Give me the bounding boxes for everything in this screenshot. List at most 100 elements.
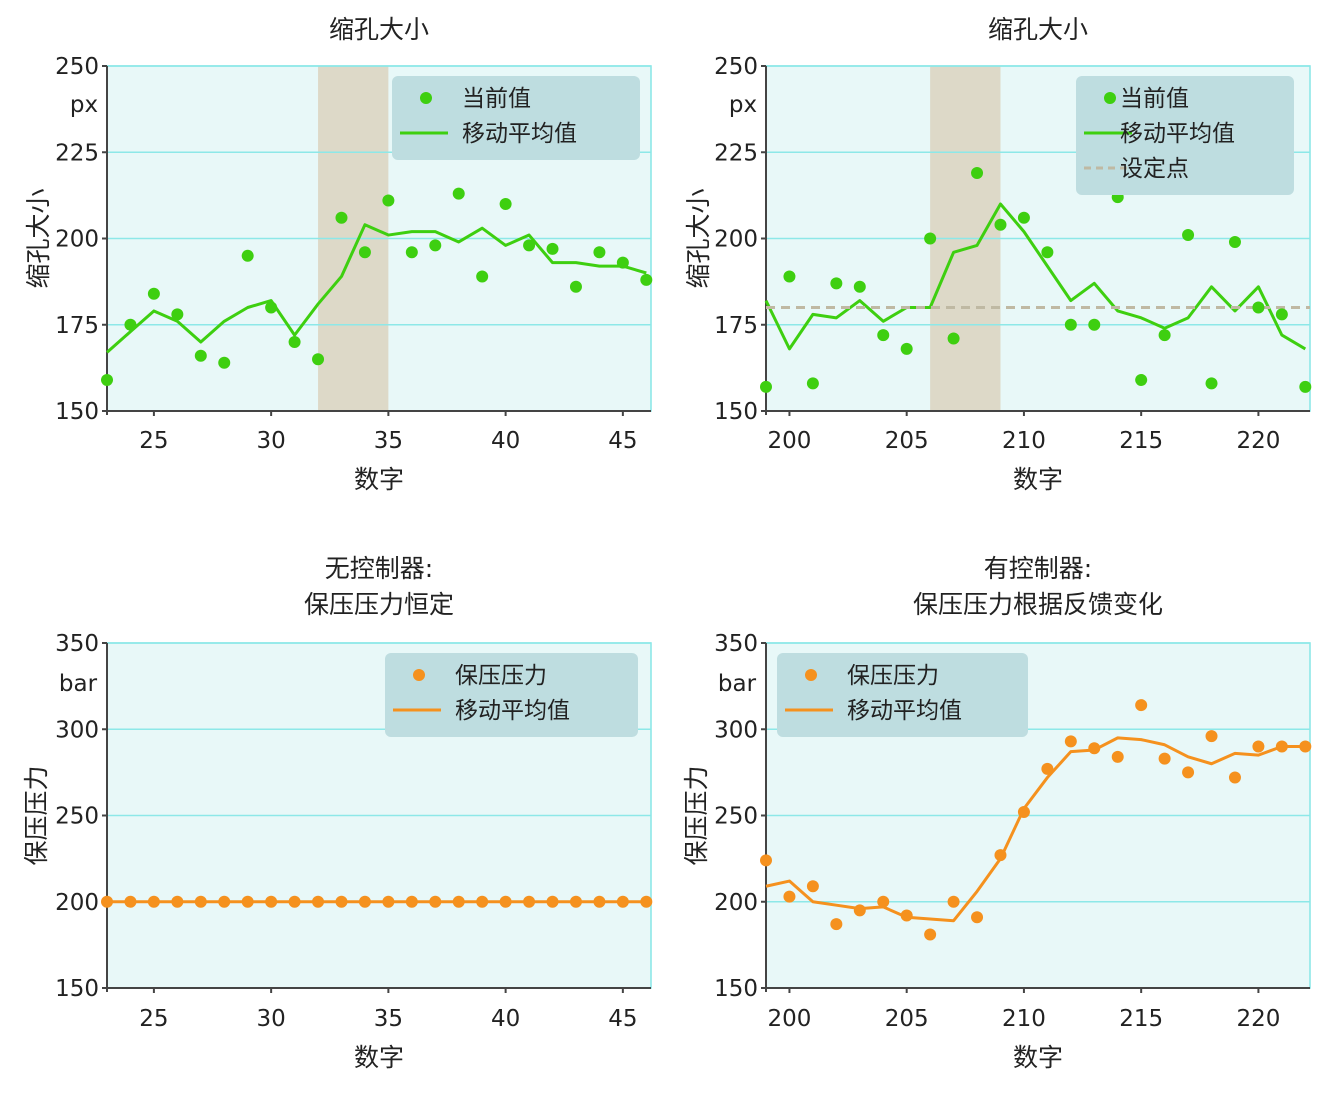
series-line-moving-average <box>764 202 1307 351</box>
chart-title: 缩孔大小 <box>329 15 429 44</box>
data-point <box>241 895 254 908</box>
data-point <box>312 353 325 366</box>
data-point <box>358 246 371 259</box>
data-point <box>171 895 184 908</box>
y-tick-label: 225 <box>55 140 99 166</box>
data-point <box>853 280 866 293</box>
data-point <box>382 194 395 207</box>
legend-marker-point <box>420 92 432 104</box>
data-point <box>1182 766 1195 779</box>
data-point <box>546 242 559 255</box>
data-point <box>994 849 1007 862</box>
y-unit-label: bar <box>718 671 757 697</box>
legend-label: 移动平均值 <box>455 698 570 724</box>
y-tick-label: 175 <box>55 313 99 339</box>
x-tick-label: 200 <box>767 1006 811 1032</box>
chart-title: 保压压力恒定 <box>304 590 454 619</box>
x-tick-label: 25 <box>139 428 168 454</box>
chart-panel-3: 150 200 250 300 350 bar 25 30 35 40 45 无控制器: 保压压力恒定数… <box>22 554 653 1072</box>
y-tick-label: 250 <box>714 804 758 830</box>
data-point <box>546 895 559 908</box>
legend-label: 当前值 <box>462 86 531 112</box>
data-point <box>783 270 796 283</box>
y-tick-label: 300 <box>55 717 99 743</box>
y-tick-label: 250 <box>55 54 99 80</box>
data-point <box>218 895 231 908</box>
legend-label: 保压压力 <box>847 663 939 689</box>
y-tick-label: 200 <box>55 227 99 253</box>
data-point <box>265 895 278 908</box>
chart-title: 保压压力根据反馈变化 <box>913 590 1163 619</box>
series-line-moving-average <box>106 223 647 354</box>
data-point <box>1017 806 1030 819</box>
data-point <box>476 270 489 283</box>
data-point <box>806 377 819 390</box>
x-axis-label: 数字 <box>354 1043 404 1072</box>
x-axis-label: 数字 <box>1013 1043 1063 1072</box>
x-axis-label: 数字 <box>354 465 404 494</box>
data-point <box>1228 235 1241 248</box>
data-point <box>194 349 207 362</box>
data-point <box>405 895 418 908</box>
legend-label: 移动平均值 <box>462 121 577 147</box>
data-point <box>405 246 418 259</box>
x-tick-label: 210 <box>1002 1006 1046 1032</box>
data-point <box>971 911 984 924</box>
y-tick-label: 200 <box>55 890 99 916</box>
data-point <box>265 301 278 314</box>
data-point <box>947 895 960 908</box>
data-point <box>1158 752 1171 765</box>
data-point <box>499 895 512 908</box>
x-tick-label: 35 <box>374 428 403 454</box>
y-axis-label: 缩孔大小 <box>684 188 713 288</box>
data-point <box>1275 740 1288 753</box>
data-point <box>971 166 984 179</box>
chart-title: 缩孔大小 <box>988 15 1088 44</box>
y-tick-label: 225 <box>714 140 758 166</box>
y-tick-label: 250 <box>55 804 99 830</box>
data-point <box>1205 730 1218 743</box>
data-point <box>924 928 937 941</box>
y-tick-label: 200 <box>714 227 758 253</box>
x-tick-label: 35 <box>374 1006 403 1032</box>
data-point <box>1088 318 1101 331</box>
y-unit-label: px <box>729 92 757 118</box>
data-point <box>335 895 348 908</box>
y-unit-label: bar <box>59 671 98 697</box>
data-point <box>429 895 442 908</box>
data-point <box>1064 735 1077 748</box>
x-tick-label: 40 <box>491 428 520 454</box>
x-tick-label: 200 <box>767 428 811 454</box>
data-point <box>593 895 606 908</box>
data-point <box>288 895 301 908</box>
data-point <box>569 280 582 293</box>
y-tick-label: 175 <box>714 313 758 339</box>
x-tick-label: 45 <box>608 1006 637 1032</box>
data-point <box>616 895 629 908</box>
data-point <box>499 198 512 210</box>
x-tick-label: 215 <box>1119 1006 1163 1032</box>
y-tick-label: 150 <box>714 976 758 1002</box>
x-tick-label: 30 <box>256 1006 285 1032</box>
y-tick-label: 300 <box>714 717 758 743</box>
data-point <box>194 895 207 908</box>
data-point <box>830 277 843 290</box>
data-point <box>853 904 866 917</box>
x-tick-label: 25 <box>139 1006 168 1032</box>
data-point <box>171 308 184 321</box>
data-point <box>429 239 442 252</box>
data-point <box>1111 750 1124 763</box>
data-point <box>476 895 489 908</box>
data-point <box>1017 211 1030 224</box>
legend-label: 移动平均值 <box>1120 121 1235 147</box>
data-point <box>806 880 819 893</box>
y-unit-label: px <box>70 92 98 118</box>
data-point <box>593 246 606 259</box>
data-point <box>147 287 160 300</box>
x-tick-label: 210 <box>1002 428 1046 454</box>
data-point <box>994 218 1007 231</box>
data-point <box>1228 771 1241 784</box>
